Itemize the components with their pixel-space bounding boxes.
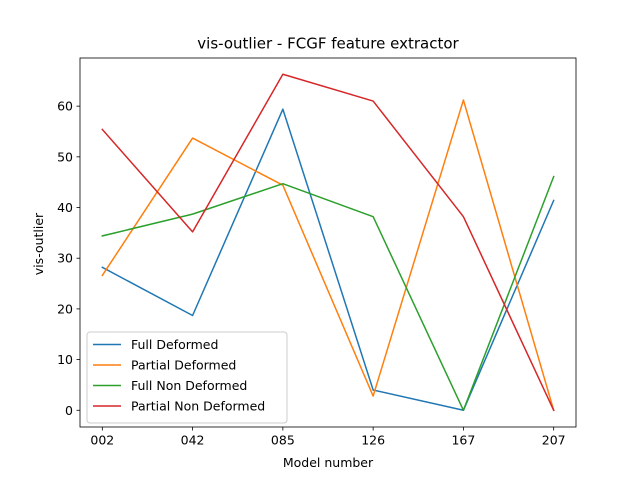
y-tick-label: 40 <box>57 200 73 215</box>
series-line-2 <box>101 99 555 412</box>
legend-label-2: Partial Deformed <box>131 358 236 373</box>
x-axis-label: Model number <box>283 455 374 470</box>
series-line-4 <box>101 73 555 412</box>
y-tick-label: 20 <box>57 301 73 316</box>
y-tick-label: 30 <box>57 251 73 266</box>
y-axis-label: vis-outlier <box>31 212 46 275</box>
series-line-1 <box>101 108 555 412</box>
x-tick-label: 085 <box>271 433 295 448</box>
y-tick-label: 50 <box>57 149 73 164</box>
legend-label-4: Partial Non Deformed <box>131 399 265 414</box>
legend-label-3: Full Non Deformed <box>131 378 247 393</box>
series-line-3 <box>101 175 555 412</box>
plot-area: 002 042 085 126 167 207 0 10 20 30 40 50 60 <box>57 57 577 448</box>
x-tick-label: 167 <box>451 433 475 448</box>
legend-label-1: Full Deformed <box>131 337 218 352</box>
x-tick-label: 002 <box>90 433 114 448</box>
chart-title: vis-outlier - FCGF feature extractor <box>197 35 459 53</box>
y-tick-label: 60 <box>57 99 73 114</box>
plot-frame <box>79 57 577 428</box>
y-tick-label: 10 <box>57 352 73 367</box>
y-tick-label: 0 <box>65 403 73 418</box>
chart-legend: Full Deformed Partial Deformed Full Non De… <box>86 331 288 424</box>
x-tick-label: 126 <box>361 433 385 448</box>
x-tick-label: 042 <box>181 433 205 448</box>
legend-box <box>86 331 288 424</box>
x-tick-label: 207 <box>542 433 566 448</box>
